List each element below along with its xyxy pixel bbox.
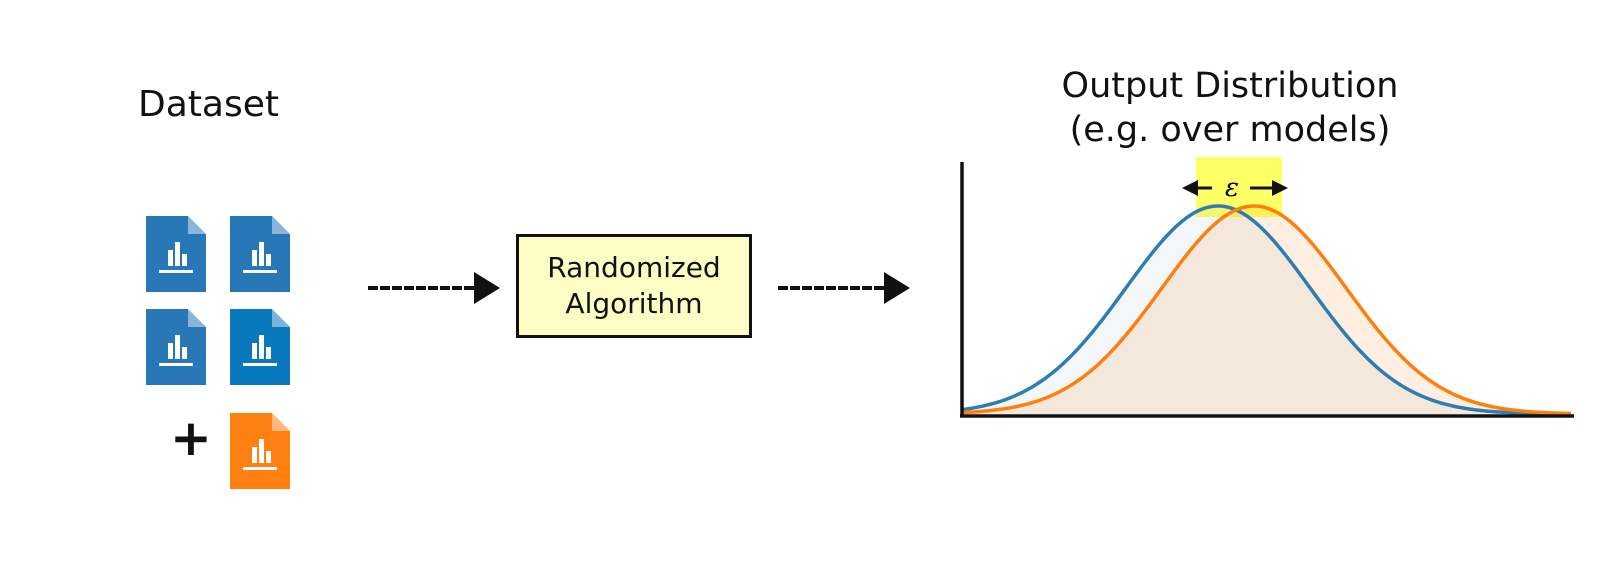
epsilon-label: ε xyxy=(1225,173,1239,203)
document-icon xyxy=(146,309,206,385)
blue-distribution-curve xyxy=(961,204,1572,416)
output-title-line1: Output Distribution xyxy=(1061,66,1399,106)
output-distribution-title: Output Distribution (e.g. over models) xyxy=(1000,64,1460,152)
algorithm-label-line1: Randomized xyxy=(547,251,721,284)
orange-distribution-fill xyxy=(962,206,1572,414)
plus-sign: + xyxy=(170,409,212,467)
document-icon xyxy=(146,216,206,292)
output-title-line2: (e.g. over models) xyxy=(1069,110,1391,150)
document-icon xyxy=(230,216,290,292)
document-icon xyxy=(230,309,290,385)
orange-distribution-curve xyxy=(961,204,1572,416)
randomized-algorithm-box: Randomized Algorithm xyxy=(516,234,752,338)
epsilon-double-arrow xyxy=(1182,180,1288,196)
blue-distribution-fill xyxy=(962,206,1572,414)
algorithm-label-line2: Algorithm xyxy=(565,287,703,320)
added-document-icon xyxy=(230,413,290,489)
arrow-dataset-to-algorithm xyxy=(368,272,500,304)
arrow-algorithm-to-output xyxy=(778,272,910,304)
dataset-title: Dataset xyxy=(138,84,279,125)
